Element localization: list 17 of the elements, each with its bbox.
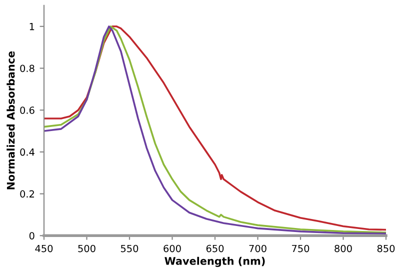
x-tick-label: 700	[249, 244, 266, 252]
y-tick-label: 0	[29, 232, 34, 240]
y-tick-label: 0.8	[20, 64, 34, 72]
x-axis-title: Wavelength (nm)	[164, 256, 265, 268]
x-tick-label: 500	[78, 244, 96, 252]
x-tick-label: 850	[377, 244, 395, 252]
x-tick-label: 550	[120, 244, 138, 252]
y-tick-label: 0.2	[20, 190, 34, 198]
y-tick-label: 1	[30, 23, 34, 30]
y-axis-title: Normalized Absorbance	[6, 51, 15, 190]
x-tick-label: 600	[164, 244, 181, 252]
y-tick-label: 0.4	[20, 148, 34, 156]
x-tick-label: 650	[206, 244, 224, 252]
y-tick-label: 0.6	[20, 106, 34, 114]
x-tick-label: 750	[292, 244, 310, 252]
x-tick-label: 800	[334, 244, 352, 252]
x-tick-label: 450	[35, 244, 53, 252]
